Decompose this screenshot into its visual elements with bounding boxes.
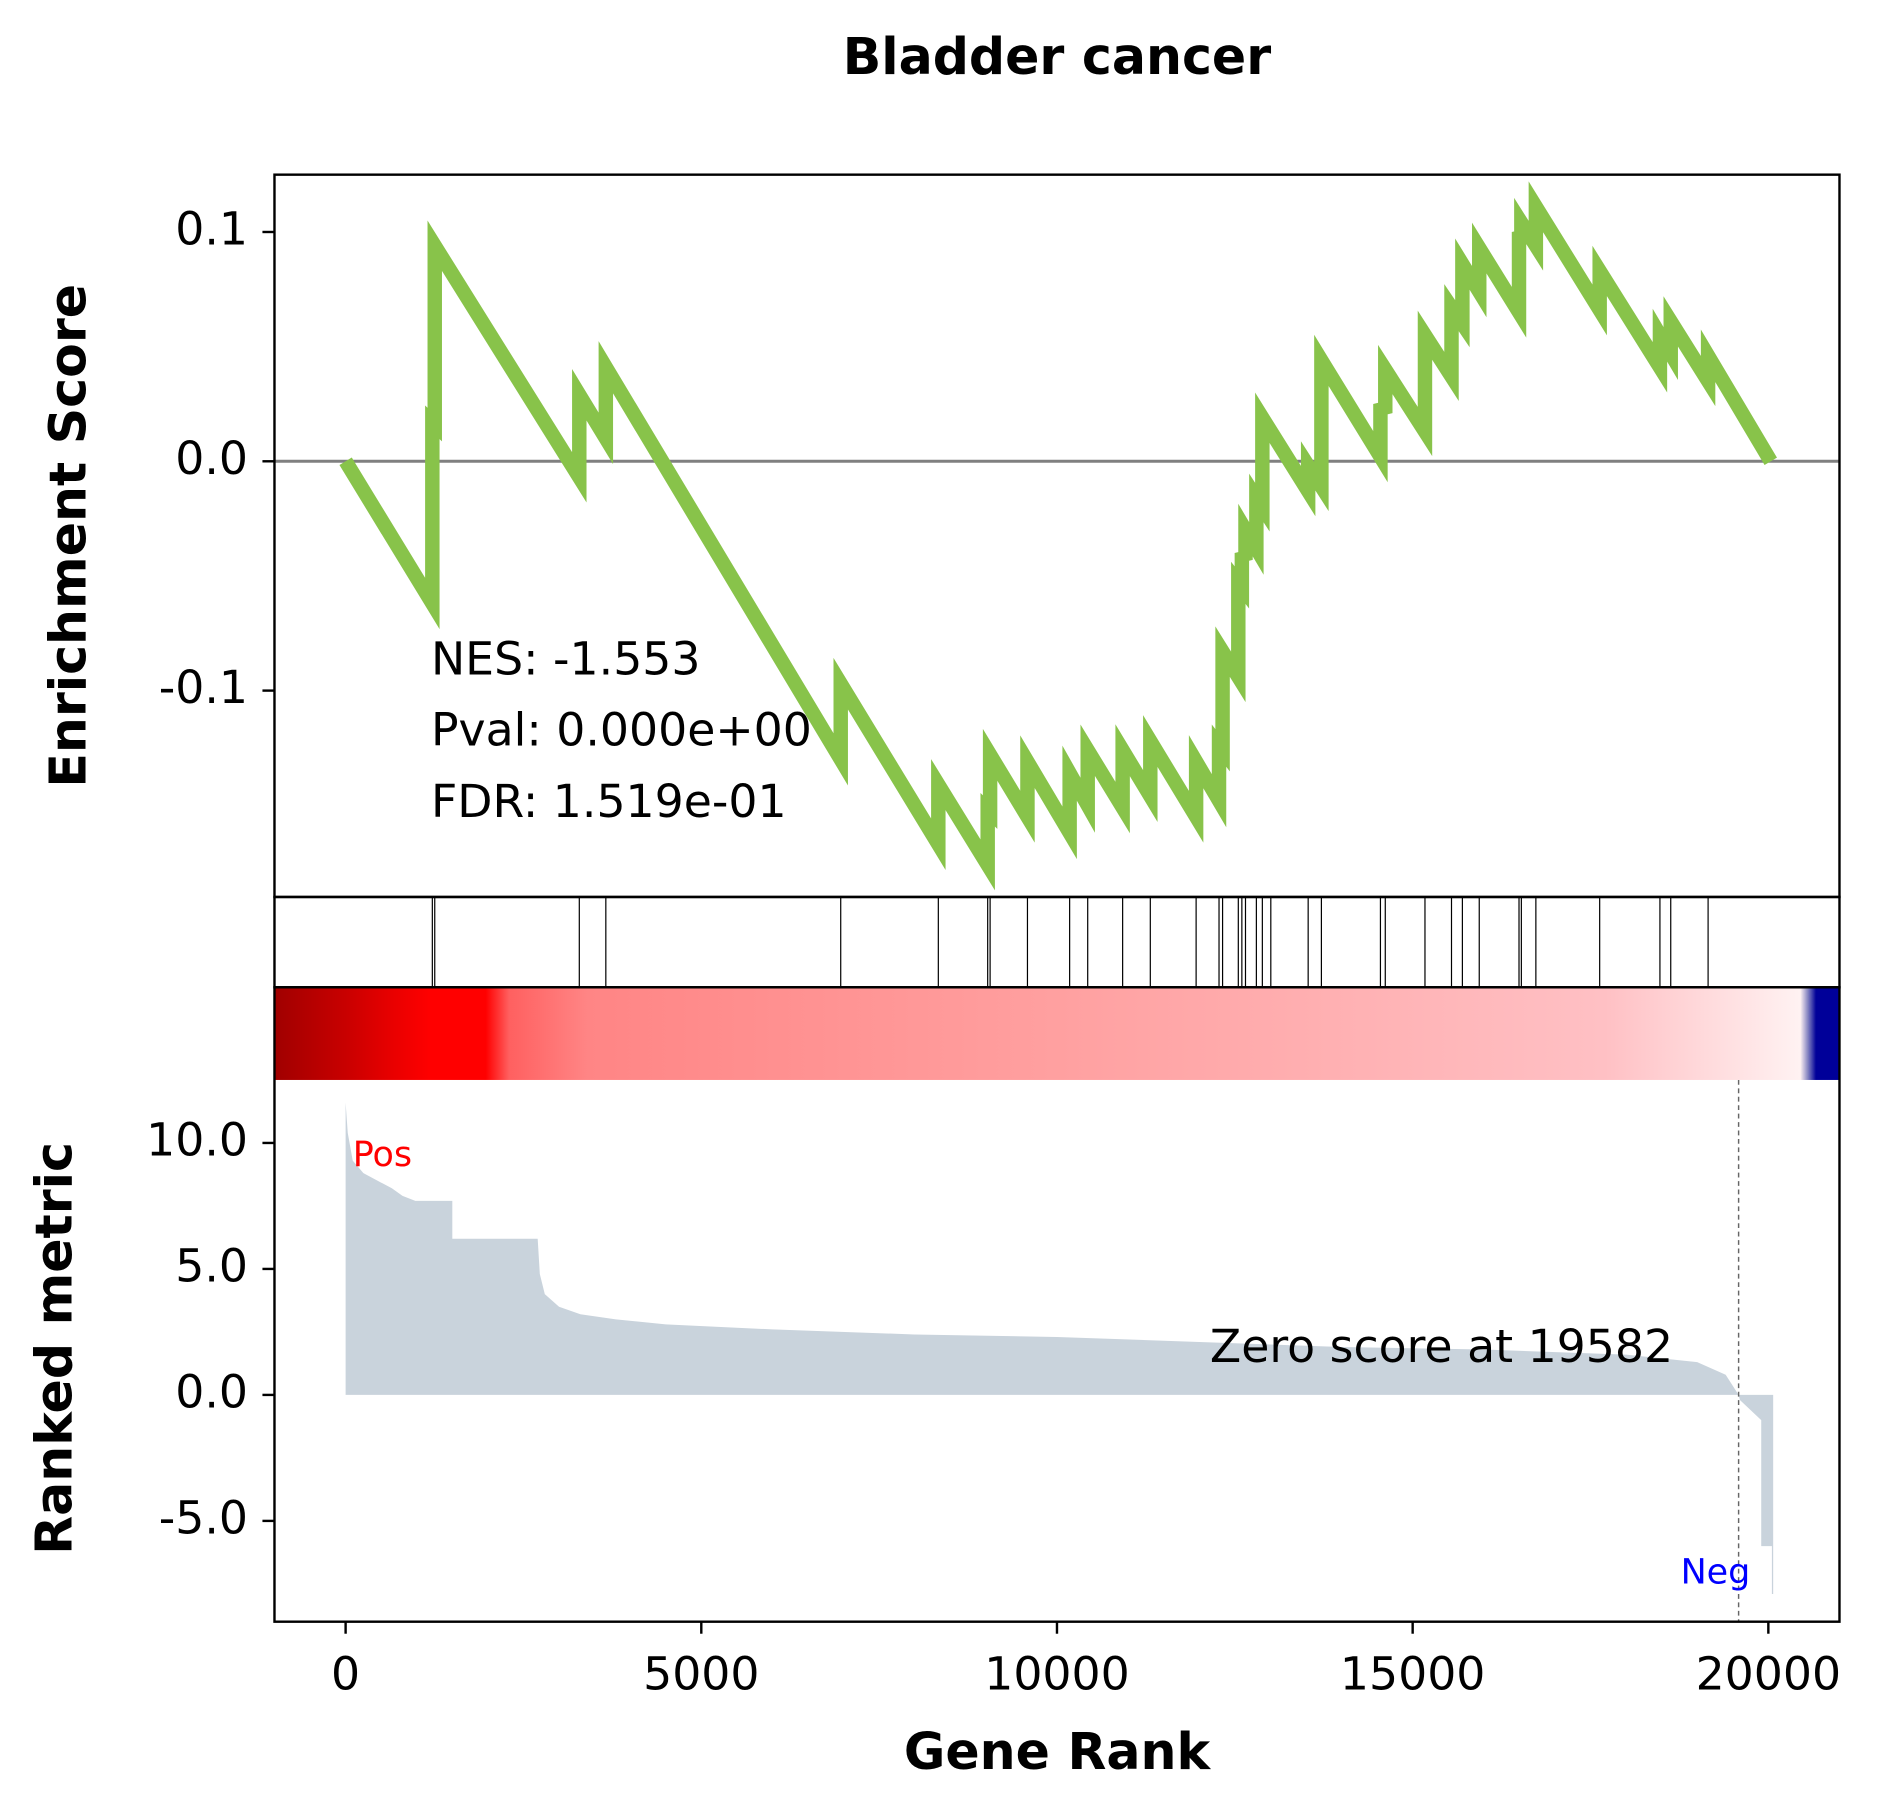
x-tick-label: 0 — [331, 1648, 360, 1701]
y-tick-label: 5.0 — [175, 1239, 248, 1292]
y-tick-label: 0.1 — [175, 202, 248, 255]
y-tick-label: -5.0 — [159, 1491, 248, 1544]
pos-label: Pos — [353, 1135, 412, 1175]
x-tick-label: 5000 — [643, 1648, 759, 1701]
chart-title: Bladder cancer — [843, 27, 1271, 86]
y-tick-label: 10.0 — [146, 1113, 248, 1166]
y-axis-label: Enrichment Score — [39, 284, 98, 788]
y-tick-label: 0.0 — [175, 1365, 248, 1418]
stat-label: Pval: 0.000e+00 — [431, 704, 812, 757]
plot-layer — [274, 181, 1840, 1622]
y-tick-label: 0.0 — [175, 432, 248, 485]
zero-score-label: Zero score at 19582 — [1210, 1320, 1673, 1373]
y-axis-label: Ranked metric — [24, 1142, 83, 1555]
x-tick-label: 20000 — [1696, 1648, 1842, 1701]
stat-label: NES: -1.553 — [431, 633, 701, 686]
x-tick-label: 10000 — [984, 1648, 1129, 1701]
axes-frame — [273, 895, 1841, 989]
stat-label: FDR: 1.519e-01 — [431, 775, 787, 828]
x-tick-label: 15000 — [1340, 1648, 1486, 1701]
x-axis-label: Gene Rank — [904, 1722, 1212, 1781]
y-tick-label: -0.1 — [159, 661, 248, 714]
color-bar — [274, 987, 1840, 1080]
metric-area — [345, 1102, 1774, 1594]
es-line — [339, 181, 1777, 891]
neg-label: Neg — [1681, 1553, 1751, 1593]
